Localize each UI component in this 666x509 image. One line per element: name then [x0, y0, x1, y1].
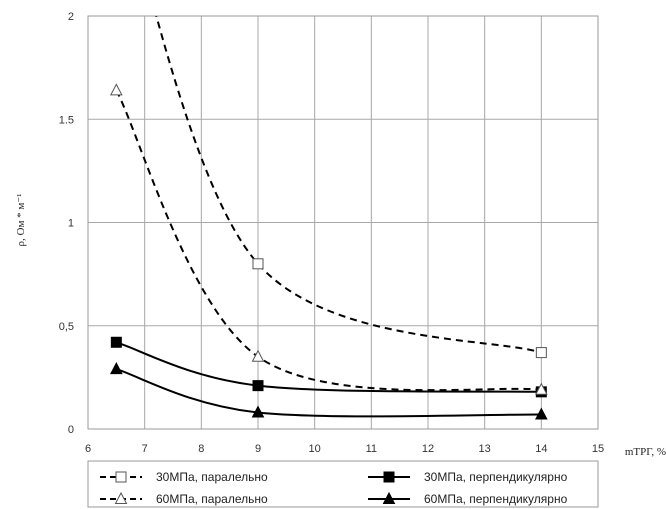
x-tick-label: 7: [142, 443, 148, 455]
data-point-marker: [252, 380, 264, 392]
y-tick-label: 2: [68, 11, 74, 23]
y-tick-label: 0,5: [59, 321, 74, 333]
series-line: [116, 368, 542, 418]
legend: 30МПа, паралельно 30МПа, перпендикулярно 6…: [87, 460, 599, 508]
x-tick-label: 6: [85, 443, 91, 455]
legend-entry-label: 30МПа, паралельно: [156, 470, 268, 484]
x-tick-label: 14: [535, 443, 547, 455]
data-point-marker: [251, 405, 265, 418]
data-point-marker: [110, 83, 123, 96]
legend-box: [87, 460, 599, 508]
y-axis-label: ρ, Ом * м⁻¹: [15, 194, 27, 247]
data-point-marker: [535, 347, 547, 359]
legend-marker: [382, 491, 396, 504]
data-point-marker: [252, 258, 264, 270]
plot-border: [87, 15, 599, 430]
y-tick-label: 1.5: [59, 114, 74, 126]
series-line: [116, 341, 542, 393]
data-point-marker: [110, 362, 123, 375]
legend-marker: [115, 471, 127, 483]
y-tick-label: 1: [68, 218, 74, 230]
legend-entry-label: 60МПа, паралельно: [156, 492, 268, 506]
data-point-marker: [110, 336, 122, 348]
grid: [87, 15, 599, 430]
x-axis-ticks: 6 7 8 9 10 11 12 13 14 15: [85, 443, 604, 455]
x-tick-label: 10: [309, 443, 321, 455]
data-point-marker: [535, 382, 548, 395]
legend-marker: [383, 471, 395, 483]
data-point-marker: [535, 407, 548, 420]
x-axis-label: mТРГ, %: [625, 446, 666, 458]
data-point-marker: [251, 349, 265, 362]
x-tick-label: 9: [255, 443, 261, 455]
y-tick-label: 0: [68, 424, 74, 436]
y-axis-ticks: 0 0,5 1 1.5 2: [59, 11, 74, 436]
x-tick-label: 11: [366, 443, 377, 455]
x-tick-label: 8: [198, 443, 204, 455]
markers-layer: [110, 83, 548, 420]
series-line: [155, 16, 542, 354]
x-tick-label: 12: [422, 443, 434, 455]
x-tick-label: 13: [479, 443, 491, 455]
legend-entry-label: 60МПа, перпендикулярно: [424, 492, 568, 506]
x-tick-label: 15: [592, 443, 604, 455]
legend-marker: [114, 491, 128, 504]
legend-entry-label: 30МПа, перпендикулярно: [424, 470, 568, 484]
